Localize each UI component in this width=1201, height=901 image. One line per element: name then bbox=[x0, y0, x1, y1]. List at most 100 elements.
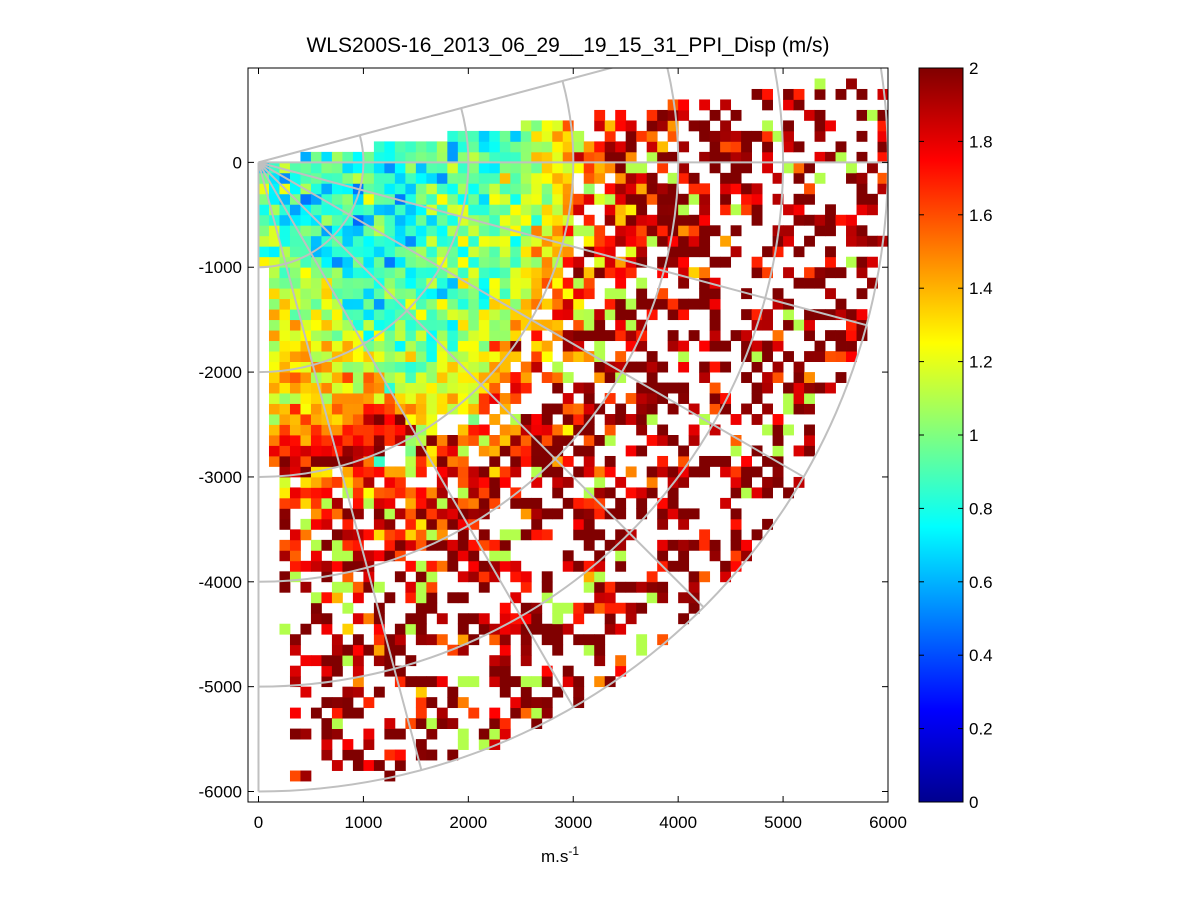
range-ring bbox=[258, 107, 470, 374]
data-cell bbox=[604, 130, 616, 142]
data-cell bbox=[730, 435, 742, 446]
azimuth-spoke bbox=[257, 162, 423, 771]
data-cell bbox=[489, 560, 501, 572]
data-cell bbox=[646, 141, 658, 153]
data-cell bbox=[373, 351, 385, 362]
data-cell bbox=[877, 130, 888, 142]
data-cell bbox=[541, 162, 553, 174]
data-cell bbox=[594, 351, 606, 362]
data-cell bbox=[867, 235, 878, 247]
data-cell bbox=[615, 403, 627, 415]
data-cell bbox=[415, 141, 427, 153]
data-cell bbox=[846, 351, 857, 362]
data-cell bbox=[331, 435, 343, 446]
data-cell bbox=[657, 298, 669, 310]
data-cell bbox=[373, 319, 385, 331]
data-cell bbox=[520, 193, 532, 205]
data-cell bbox=[520, 508, 532, 520]
data-cell bbox=[321, 476, 333, 488]
data-cell bbox=[321, 309, 333, 321]
data-cell bbox=[541, 256, 553, 268]
data-cell bbox=[814, 120, 826, 132]
data-cell bbox=[783, 319, 794, 331]
data-cell bbox=[405, 204, 417, 216]
data-cell bbox=[583, 497, 595, 509]
data-cell bbox=[531, 361, 543, 373]
data-cell bbox=[562, 414, 574, 425]
data-cell bbox=[583, 634, 595, 646]
data-cell bbox=[520, 382, 532, 394]
data-cell bbox=[394, 256, 406, 268]
data-cell bbox=[562, 162, 574, 174]
data-cell bbox=[730, 487, 742, 499]
data-cell bbox=[646, 466, 658, 478]
data-cell bbox=[510, 529, 522, 541]
data-cell bbox=[321, 497, 333, 509]
data-cell bbox=[447, 518, 459, 530]
data-cell bbox=[625, 361, 637, 373]
data-cell bbox=[489, 193, 501, 205]
data-cell bbox=[594, 120, 606, 132]
data-cell bbox=[373, 172, 385, 184]
data-cell bbox=[877, 88, 888, 100]
data-cell bbox=[615, 665, 627, 677]
data-cell bbox=[751, 351, 763, 362]
data-cell bbox=[541, 372, 553, 383]
data-cell bbox=[552, 235, 564, 247]
data-cell bbox=[615, 309, 627, 321]
data-cell bbox=[510, 623, 522, 635]
data-cell bbox=[625, 172, 637, 184]
data-cell bbox=[373, 613, 385, 625]
data-cell bbox=[688, 214, 700, 226]
data-cell bbox=[447, 193, 459, 205]
data-cell bbox=[688, 403, 700, 415]
data-cell bbox=[531, 267, 543, 279]
data-cell bbox=[321, 372, 333, 383]
data-cell bbox=[268, 424, 280, 436]
data-cell bbox=[457, 571, 469, 583]
data-cell bbox=[615, 298, 627, 310]
data-cell bbox=[657, 382, 669, 394]
data-cell bbox=[615, 151, 627, 163]
data-cell bbox=[457, 445, 469, 457]
data-cell bbox=[783, 382, 794, 394]
data-cell bbox=[615, 655, 627, 667]
data-cell bbox=[510, 445, 522, 457]
data-cell bbox=[289, 214, 301, 226]
data-cell bbox=[478, 214, 490, 226]
data-cell bbox=[279, 235, 291, 247]
data-cell bbox=[300, 298, 312, 310]
data-cell bbox=[331, 162, 343, 174]
data-cell bbox=[657, 141, 669, 153]
data-cell bbox=[856, 193, 868, 205]
data-cell bbox=[594, 644, 606, 656]
data-cell bbox=[646, 120, 658, 132]
data-cell bbox=[415, 414, 427, 425]
data-cell bbox=[468, 361, 480, 373]
data-cell bbox=[342, 550, 354, 562]
data-cell bbox=[268, 204, 280, 216]
data-cell bbox=[646, 414, 658, 425]
data-cell bbox=[279, 476, 291, 488]
data-cell bbox=[436, 172, 448, 184]
data-cell bbox=[594, 162, 606, 174]
data-cell bbox=[678, 518, 690, 530]
data-cell bbox=[541, 235, 553, 247]
data-cell bbox=[436, 382, 448, 394]
data-cell bbox=[709, 141, 721, 153]
data-cell bbox=[405, 455, 417, 467]
data-cell bbox=[583, 183, 595, 195]
data-cell bbox=[772, 476, 784, 488]
polar-grid bbox=[257, 68, 888, 793]
data-cell bbox=[373, 256, 385, 268]
data-cell bbox=[289, 571, 301, 583]
data-cell bbox=[562, 298, 574, 310]
data-cell bbox=[342, 382, 354, 394]
data-cell bbox=[615, 267, 627, 279]
data-cell bbox=[384, 655, 396, 667]
data-cell bbox=[352, 487, 364, 499]
data-cell bbox=[447, 183, 459, 195]
data-cell bbox=[405, 393, 417, 404]
data-cell bbox=[499, 235, 511, 247]
data-cell bbox=[510, 697, 522, 709]
